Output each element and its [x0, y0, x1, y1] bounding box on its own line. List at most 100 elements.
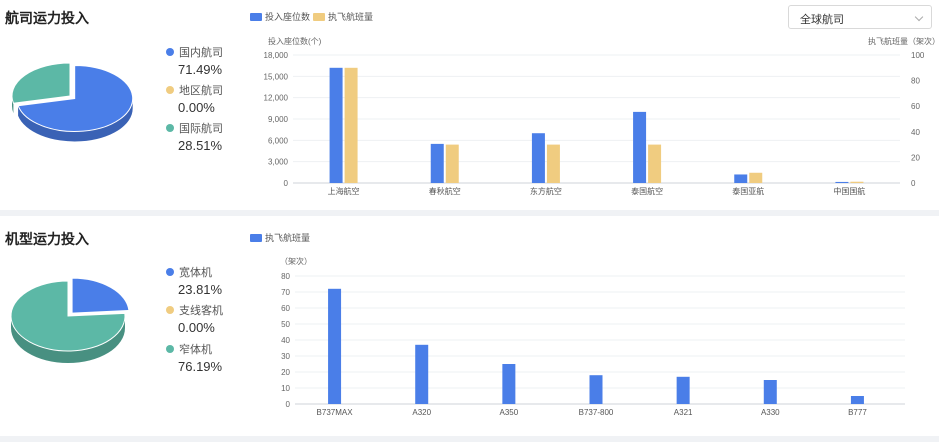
- airline-legend-domestic[interactable]: 国内航司 71.49%: [166, 44, 223, 77]
- x-tick-label: A321: [674, 408, 693, 417]
- bar-flights: [749, 172, 763, 183]
- y-left-tick: 6,000: [268, 136, 289, 145]
- x-tick-label: 中国国航: [833, 186, 865, 196]
- y-tick: 80: [281, 272, 290, 281]
- x-tick-label: 泰国亚航: [732, 186, 764, 196]
- aircraft-legend-widebody[interactable]: 宽体机 23.81%: [166, 264, 222, 297]
- bar-flights: [648, 144, 662, 183]
- aircraft-capacity-panel: 机型运力投入 宽体机 23.81% 支线客机 0.00% 窄体机 76.19% …: [0, 216, 939, 436]
- y-right-tick: 60: [911, 102, 920, 111]
- y-tick: 30: [281, 352, 290, 361]
- bar-flights: [589, 375, 603, 404]
- y-left-tick: 0: [284, 179, 289, 188]
- pie-slice-side: [11, 316, 125, 363]
- x-tick-label: B777: [848, 408, 867, 417]
- airline-bar-chart: 0 3,000 6,000 9,000 12,000 15,000 18,000 0 20 40 6…: [264, 36, 939, 196]
- x-tick-label: 上海航空: [328, 186, 360, 196]
- y-left-tick: 9,000: [268, 115, 289, 124]
- x-tick-label: A330: [761, 408, 780, 417]
- bar1-legend-seats[interactable]: 投入座位数: [250, 10, 310, 23]
- bar-flights: [445, 144, 459, 183]
- legend-pct: 76.19%: [178, 359, 223, 374]
- pie-slice-0: [17, 64, 134, 132]
- y-right-tick: 0: [911, 179, 916, 188]
- pie-slice-2: [10, 280, 126, 352]
- aircraft-capacity-title: 机型运力投入: [5, 231, 89, 247]
- regional-dot: [166, 86, 174, 94]
- legend-label: 国内航司: [179, 47, 223, 59]
- legend-label: 国际航司: [179, 123, 223, 135]
- seats-swatch: [250, 12, 262, 21]
- bar-seats: [329, 67, 343, 183]
- x-tick-label: 春秋航空: [429, 186, 461, 196]
- legend-label: 支线客机: [179, 305, 223, 317]
- international-dot: [166, 124, 174, 132]
- airline-pie-chart: [11, 62, 134, 142]
- y-tick: 60: [281, 304, 290, 313]
- aircraft-pie-chart: [10, 277, 130, 363]
- y-tick: 10: [281, 384, 290, 393]
- bar-flights: [850, 396, 864, 404]
- y-right-tick: 40: [911, 128, 920, 137]
- bar-seats: [734, 174, 748, 183]
- bar-flights: [850, 181, 864, 183]
- pie-slice-side: [18, 98, 133, 142]
- y-label: （架次）: [280, 256, 312, 266]
- y-left-tick: 12,000: [264, 94, 289, 103]
- bar-seats: [531, 133, 545, 183]
- bar-flights: [415, 344, 429, 404]
- aircraft-legend-regional[interactable]: 支线客机 0.00%: [166, 302, 223, 335]
- y-right-tick: 80: [911, 77, 920, 86]
- y-right-tick: 20: [911, 153, 920, 162]
- bar-flights: [763, 380, 777, 404]
- x-tick-label: 东方航空: [530, 186, 562, 196]
- select-value: 全球航司: [800, 14, 844, 26]
- y-right-tick: 100: [911, 51, 925, 60]
- y-right-label: 执飞航班量（架次）: [868, 36, 939, 46]
- x-tick-label: 泰国航空: [631, 186, 663, 196]
- x-tick-label: B737-800: [579, 408, 614, 417]
- y-tick: 70: [281, 288, 290, 297]
- airline-legend-international[interactable]: 国际航司 28.51%: [166, 120, 223, 153]
- legend-label: 宽体机: [179, 267, 212, 279]
- y-left-tick: 15,000: [264, 72, 289, 81]
- aircraft-bar-chart: 0 10 20 30 40 50 60 70 80 （架次） B737MAX A320 A350 B737…: [280, 256, 905, 417]
- airline-legend-regional[interactable]: 地区航司 0.00%: [166, 82, 223, 115]
- y-tick: 50: [281, 320, 290, 329]
- widebody-dot: [166, 268, 174, 276]
- y-left-label: 投入座位数(个): [268, 36, 322, 46]
- y-left-tick: 3,000: [268, 158, 289, 167]
- bar-seats: [633, 111, 647, 183]
- pie-slice-2: [11, 62, 71, 104]
- y-tick: 0: [286, 400, 291, 409]
- aircraft-legend-narrowbody[interactable]: 窄体机 76.19%: [166, 341, 222, 374]
- legend-text: 执飞航班量: [265, 233, 311, 243]
- legend-label: 地区航司: [179, 85, 223, 97]
- legend-pct: 23.81%: [178, 282, 223, 297]
- legend-pct: 28.51%: [178, 138, 223, 153]
- y-tick: 40: [281, 336, 290, 345]
- bar-flights: [328, 288, 342, 404]
- pie-slice-0: [71, 277, 130, 314]
- bar-flights: [344, 67, 358, 183]
- bar1-legend-flights[interactable]: 执飞航班量: [313, 10, 373, 23]
- bar2-legend-flights[interactable]: 执飞航班量: [250, 231, 310, 244]
- x-tick-label: A350: [500, 408, 519, 417]
- x-tick-label: B737MAX: [317, 408, 354, 417]
- legend-pct: 0.00%: [178, 320, 215, 335]
- legend-text: 执飞航班量: [328, 12, 374, 22]
- bar-seats: [430, 143, 444, 183]
- regional-jet-dot: [166, 306, 174, 314]
- legend-pct: 0.00%: [178, 100, 215, 115]
- flights-swatch: [313, 12, 325, 21]
- bar-flights: [676, 376, 690, 404]
- legend-pct: 71.49%: [178, 62, 223, 77]
- airline-scope-select[interactable]: 全球航司: [788, 5, 932, 29]
- x-tick-label: A320: [412, 408, 431, 417]
- domestic-dot: [166, 48, 174, 56]
- y-tick: 20: [281, 368, 290, 377]
- y-left-tick: 18,000: [264, 51, 289, 60]
- bar-seats: [835, 181, 849, 183]
- airline-capacity-title: 航司运力投入: [5, 10, 89, 26]
- bar-flights: [546, 144, 560, 183]
